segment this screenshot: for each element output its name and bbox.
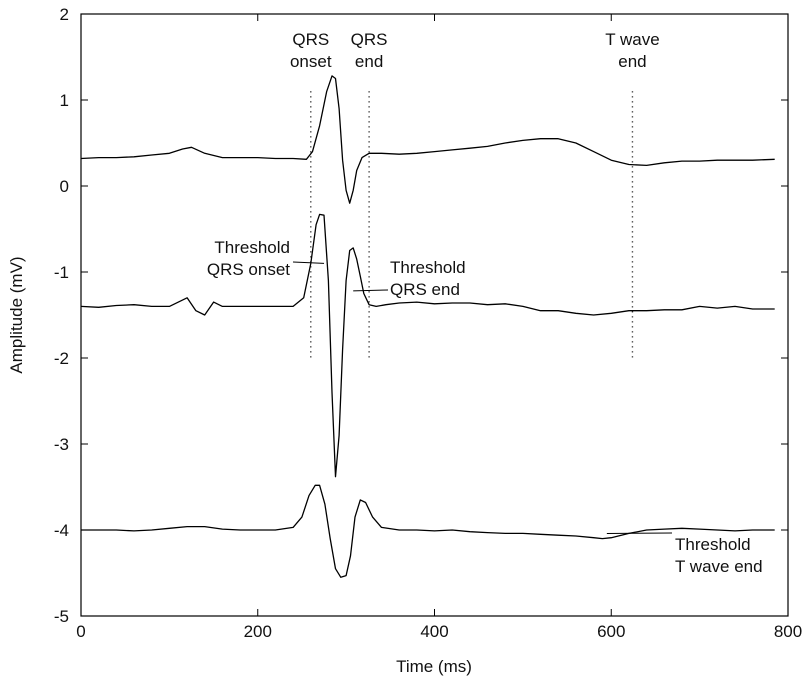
y-tick-label: 1 xyxy=(60,91,69,110)
x-tick-label: 200 xyxy=(244,622,272,641)
marker-group: QRS onset QRS end T wave end xyxy=(290,30,660,358)
plot-frame xyxy=(80,13,789,617)
y-tick-label: -4 xyxy=(54,521,69,540)
marker-label: end xyxy=(618,52,646,71)
x-tick-label: 400 xyxy=(420,622,448,641)
annotation-label: QRS onset xyxy=(207,260,290,279)
annotation-label: Threshold xyxy=(390,258,466,277)
y-tick-label: -3 xyxy=(54,435,69,454)
x-tick-label: 800 xyxy=(774,622,802,641)
annotation-label: Threshold xyxy=(675,535,751,554)
x-axis-title: Time (ms) xyxy=(396,657,472,676)
y-tick-label: 2 xyxy=(60,5,69,24)
ecg-trace-1 xyxy=(80,75,775,204)
x-tick-label: 600 xyxy=(597,622,625,641)
x-tick-label: 0 xyxy=(76,622,85,641)
marker-label: onset xyxy=(290,52,332,71)
annotation-leader xyxy=(292,261,325,264)
annotation-label: Threshold xyxy=(214,238,290,257)
y-tick-label: -5 xyxy=(54,607,69,626)
annotation-leader xyxy=(353,289,389,292)
annotation-label: T wave end xyxy=(675,557,763,576)
marker-label: end xyxy=(355,52,383,71)
tick-group: 0 200 400 600 800 2 1 0 -1 -2 -3 -4 -5 xyxy=(54,5,802,641)
ecg-trace-2 xyxy=(80,213,775,478)
marker-label: QRS xyxy=(292,30,329,49)
y-axis-title: Amplitude (mV) xyxy=(7,256,26,373)
y-tick-label: -2 xyxy=(54,349,69,368)
ecg-trace-3 xyxy=(81,484,775,578)
trace-group xyxy=(80,75,775,578)
annotation-label: QRS end xyxy=(390,280,460,299)
marker-label: QRS xyxy=(351,30,388,49)
y-tick-label: -1 xyxy=(54,263,69,282)
y-tick-label: 0 xyxy=(60,177,69,196)
annotation-group: Threshold QRS onset Threshold QRS end Thresh… xyxy=(207,238,763,576)
marker-label: T wave xyxy=(605,30,660,49)
